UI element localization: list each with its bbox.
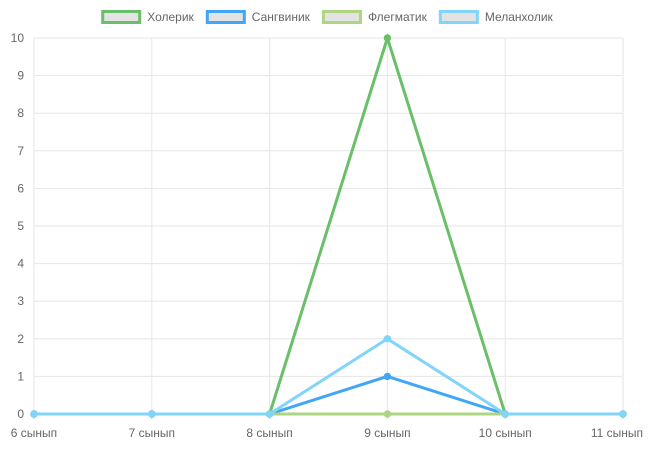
legend-item: Меланхолик [438,10,554,24]
y-tick-label: 2 [17,332,24,346]
legend-item: Холерик [101,10,195,24]
y-tick-label: 4 [17,257,24,271]
legend-swatch [205,10,246,24]
x-tick-label: 10 сынып [479,426,532,440]
legend-label: Меланхолик [485,10,554,24]
y-tick-label: 0 [17,407,24,421]
y-tick-label: 8 [17,106,24,120]
y-tick-label: 3 [17,294,24,308]
legend-item: Флегматик [321,10,428,24]
data-point [501,410,509,418]
x-tick-label: 8 сынып [246,426,292,440]
chart-legend: Холерик Сангвиник Флегматик Меланхолик [101,10,554,24]
y-tick-label: 6 [17,181,24,195]
legend-swatch [101,10,142,24]
data-point [148,410,156,418]
series-line [34,337,623,416]
data-point [265,410,274,418]
y-tick-label: 1 [17,369,24,383]
y-tick-label: 7 [17,144,24,158]
legend-item: Сангвиник [205,10,311,24]
legend-swatch [438,10,479,24]
legend-swatch [321,10,362,24]
x-tick-label: 6 сынып [11,426,57,440]
legend-label: Флегматик [368,10,428,24]
series-line [34,374,623,416]
x-axis: 6 сынып 7 сынып 8 сынып 9 сынып 10 сынып 11 с… [11,426,643,440]
data-point [383,335,392,343]
data-point [619,410,627,418]
x-tick-label: 9 сынып [364,426,410,440]
y-tick-label: 10 [11,31,25,45]
y-tick-label: 5 [17,219,24,233]
x-tick-label: 7 сынып [129,426,175,440]
chart-series [30,32,627,418]
data-point [30,410,38,418]
legend-label: Холерик [147,10,194,24]
data-point [383,34,392,42]
x-tick-label: 11 сынып [591,426,643,440]
data-point [383,410,392,418]
y-axis: 0 1 2 3 4 5 6 7 8 9 10 [11,31,25,421]
data-point [383,372,392,381]
y-tick-label: 9 [17,69,24,83]
legend-label: Сангвиник [252,10,311,24]
